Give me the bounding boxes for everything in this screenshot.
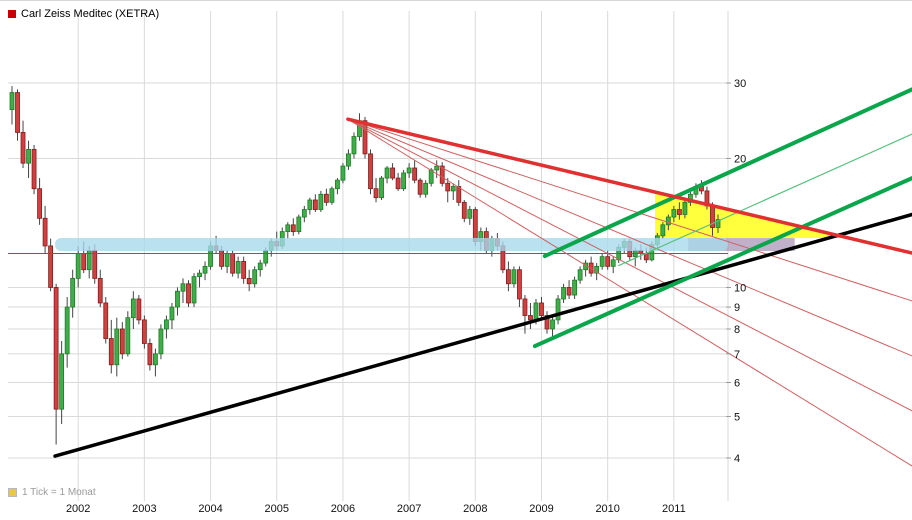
- tick-interval-row: 1 Tick = 1 Monat: [8, 487, 96, 498]
- candlesticks[interactable]: [9, 86, 721, 445]
- y-axis-tick-label: 5: [734, 411, 740, 423]
- y-axis-tick-label: 6: [734, 378, 740, 390]
- y-axis-tick-label: 7: [734, 349, 740, 361]
- x-axis-year-label: 2002: [66, 503, 90, 515]
- x-axis-year-label: 2006: [331, 503, 355, 515]
- gridlines: [8, 11, 729, 501]
- x-axis-year-label: 2004: [198, 503, 222, 515]
- candle-interval-icon: [8, 488, 17, 497]
- y-axis-tick-label: 30: [734, 78, 746, 90]
- x-axis-year-label: 2008: [463, 503, 487, 515]
- x-axis-year-label: 2010: [595, 503, 619, 515]
- y-axis-tick-label: 20: [734, 153, 746, 165]
- y-axis-tick-label: 8: [734, 324, 740, 336]
- support-zone-band: [55, 238, 728, 252]
- y-axis-tick-label: 9: [734, 302, 740, 314]
- x-axis-year-label: 2003: [132, 503, 156, 515]
- chart-title: Carl Zeiss Meditec (XETRA): [21, 8, 160, 20]
- x-axis-year-label: 2007: [397, 503, 421, 515]
- trend-line-black: [53, 212, 912, 458]
- y-axis-tick-label: 4: [734, 453, 740, 465]
- x-axis-year-label: 2011: [662, 503, 686, 515]
- channel-line-green-upper: [542, 87, 912, 259]
- x-axis-year-label: 2005: [265, 503, 289, 515]
- resistance-trend-line-red: [346, 117, 912, 255]
- fan-lines: [347, 118, 912, 467]
- chart-title-row: Carl Zeiss Meditec (XETRA): [8, 8, 159, 20]
- y-axis-tick-label: 10: [734, 282, 746, 294]
- channel-line-green-lower: [532, 176, 912, 349]
- series-bullet-icon: [8, 10, 16, 18]
- x-axis-year-label: 2009: [529, 503, 553, 515]
- tick-interval-note: 1 Tick = 1 Monat: [22, 487, 96, 498]
- channel-midline-green: [618, 133, 912, 267]
